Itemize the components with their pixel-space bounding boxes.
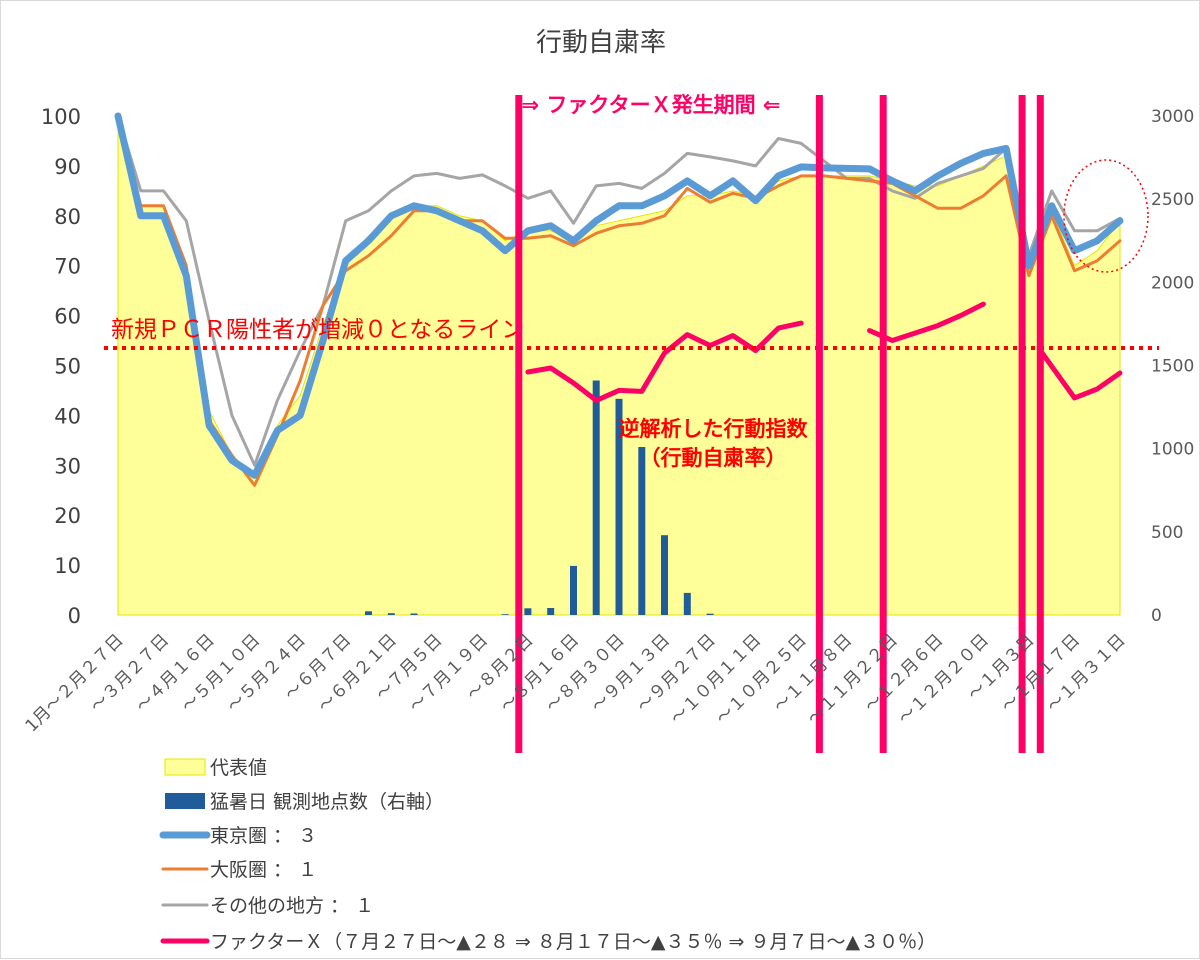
threshold-label: 新規ＰＣＲ陽性者が増減０となるライン <box>111 317 524 343</box>
legend-swatch-0 <box>164 758 206 776</box>
line-tokyo <box>114 112 1124 479</box>
bar-heat-days-26 <box>706 613 714 615</box>
legend-swatch-1 <box>165 793 205 809</box>
legend-label-2: 東京圏 ： ３ <box>210 825 317 847</box>
line-sonota <box>116 114 1122 467</box>
bar-heat-days-18 <box>524 608 532 615</box>
bar-heat-days-17 <box>501 614 509 615</box>
line-osaka <box>116 114 1122 487</box>
left-tick-40: 40 <box>54 404 81 428</box>
left-tick-10: 10 <box>54 554 81 578</box>
left-tick-70: 70 <box>54 255 81 279</box>
legend-label-3: 大阪圏 ： １ <box>210 859 317 881</box>
chart-title: 行動自粛率 <box>536 28 666 58</box>
legend-label-1: 猛暑日 観測地点数（右軸） <box>210 791 444 813</box>
left-tick-90: 90 <box>54 155 81 179</box>
left-tick-50: 50 <box>54 355 81 379</box>
right-tick-500: 500 <box>1151 523 1183 543</box>
reverse-analysis-label-2: （行動自粛率） <box>640 446 787 470</box>
right-tick-2000: 2000 <box>1151 273 1194 293</box>
right-tick-3000: 3000 <box>1151 107 1194 127</box>
bar-series-heat-days <box>365 380 714 615</box>
bar-heat-days-23 <box>638 447 646 615</box>
bar-heat-days-20 <box>570 565 577 615</box>
legend-label-0: 代表値 <box>210 757 267 779</box>
left-tick-30: 30 <box>54 454 81 478</box>
left-tick-60: 60 <box>54 305 81 329</box>
legend-label-5: ファクターＸ（７月２７日〜▲２８ ⇒ ８月１７日〜▲３５％ ⇒ ９月７日〜▲３０… <box>210 931 936 953</box>
reverse-analysis-label-1: 逆解析した行動指数 <box>619 417 809 441</box>
highlight-ellipse <box>1063 159 1149 273</box>
bar-heat-days-25 <box>683 592 691 615</box>
left-tick-100: 100 <box>41 105 81 129</box>
factor-x-label: ⇒ ファクターＸ発生期間 ⇐ <box>522 93 781 117</box>
bar-heat-days-22 <box>615 398 623 615</box>
line-factor-x-seg-2 <box>1037 348 1123 401</box>
bar-heat-days-13 <box>410 613 418 615</box>
right-tick-2500: 2500 <box>1151 190 1194 210</box>
left-tick-20: 20 <box>54 504 81 528</box>
line-factor-x-seg-0 <box>525 320 804 403</box>
bar-heat-days-11 <box>365 611 372 615</box>
bar-heat-days-19 <box>547 608 555 615</box>
left-tick-80: 80 <box>54 205 81 229</box>
right-tick-0: 0 <box>1151 606 1162 626</box>
left-tick-0: 0 <box>68 604 81 628</box>
legend-label-4: その他の地方 ： １ <box>210 895 374 917</box>
right-tick-1000: 1000 <box>1151 440 1194 460</box>
line-factor-x-seg-1 <box>867 301 986 343</box>
bar-heat-days-21 <box>592 380 600 615</box>
bar-heat-days-24 <box>661 535 668 615</box>
right-tick-1500: 1500 <box>1151 357 1194 377</box>
bar-heat-days-12 <box>387 613 395 615</box>
